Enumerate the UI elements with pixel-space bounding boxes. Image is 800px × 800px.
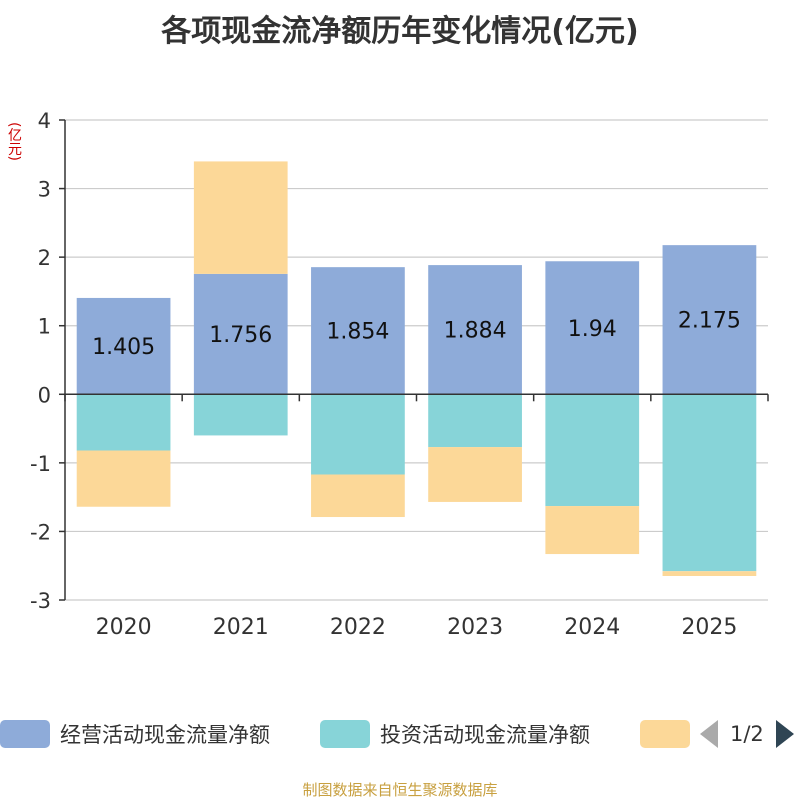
x-tick-label: 2025 (681, 615, 737, 640)
legend-label-operating: 经营活动现金流量净额 (60, 723, 270, 747)
bar-investing (193, 394, 288, 436)
bar-operating (545, 261, 640, 395)
bar-financing (662, 571, 757, 576)
data-label: 1.884 (444, 319, 507, 344)
data-source-note: 制图数据来自恒生聚源数据库 (302, 781, 498, 799)
legend-item-investing[interactable]: 投资活动现金流量净额 (320, 716, 590, 752)
bar-investing (545, 394, 640, 507)
bar-operating (662, 245, 757, 395)
bar-operating (193, 273, 288, 395)
y-tick-label: 4 (38, 109, 51, 133)
legend-item-financing[interactable] (640, 716, 700, 752)
y-tick-label: -1 (30, 452, 51, 476)
y-tick-label: 3 (38, 178, 51, 202)
chart-title: 各项现金流净额历年变化情况(亿元) (161, 14, 639, 49)
bar-financing (193, 161, 288, 274)
y-tick-label: 2 (38, 246, 51, 270)
legend-page-indicator: 1/2 (730, 722, 764, 746)
y-tick-label: -3 (30, 589, 51, 613)
y-axis-unit: (亿元) (6, 122, 22, 161)
legend-swatch-investing (320, 720, 370, 748)
legend-next-icon[interactable] (775, 720, 794, 748)
y-tick-label: 0 (38, 383, 51, 407)
y-tick-label: 1 (38, 315, 51, 339)
legend-swatch-operating (0, 720, 50, 748)
data-label: 2.175 (678, 309, 741, 334)
legend: 经营活动现金流量净额 投资活动现金流量净额 1/2 (0, 716, 800, 756)
x-tick-label: 2023 (447, 615, 503, 640)
bar-investing (662, 394, 757, 572)
bar-financing (76, 450, 171, 507)
legend-pager: 1/2 (700, 716, 794, 752)
x-tick-label: 2021 (213, 615, 269, 640)
bar-financing (311, 474, 405, 518)
data-label: 1.94 (568, 317, 617, 342)
data-label: 1.854 (326, 320, 389, 345)
bar-operating (76, 297, 171, 395)
bar-financing (545, 506, 640, 555)
bar-investing (428, 394, 522, 448)
bar-operating (311, 267, 405, 395)
bar-investing (76, 394, 171, 451)
x-tick-label: 2024 (564, 615, 620, 640)
legend-label-investing: 投资活动现金流量净额 (380, 723, 590, 747)
data-label: 1.756 (209, 323, 272, 348)
legend-swatch-financing (640, 720, 690, 748)
data-label: 1.405 (92, 335, 155, 360)
bar-operating (428, 265, 522, 395)
bar-chart: -3 -2 -1 0 1 2 3 4 1.405 1.756 1.854 1.884 1.94 2.175… (30, 109, 769, 640)
x-tick-label: 2022 (330, 615, 386, 640)
y-tick-label: -2 (30, 520, 51, 544)
bar-investing (311, 394, 405, 475)
legend-prev-icon[interactable] (700, 720, 718, 748)
x-tick-label: 2020 (96, 615, 152, 640)
legend-item-operating[interactable]: 经营活动现金流量净额 (0, 716, 270, 752)
bar-financing (428, 447, 522, 502)
